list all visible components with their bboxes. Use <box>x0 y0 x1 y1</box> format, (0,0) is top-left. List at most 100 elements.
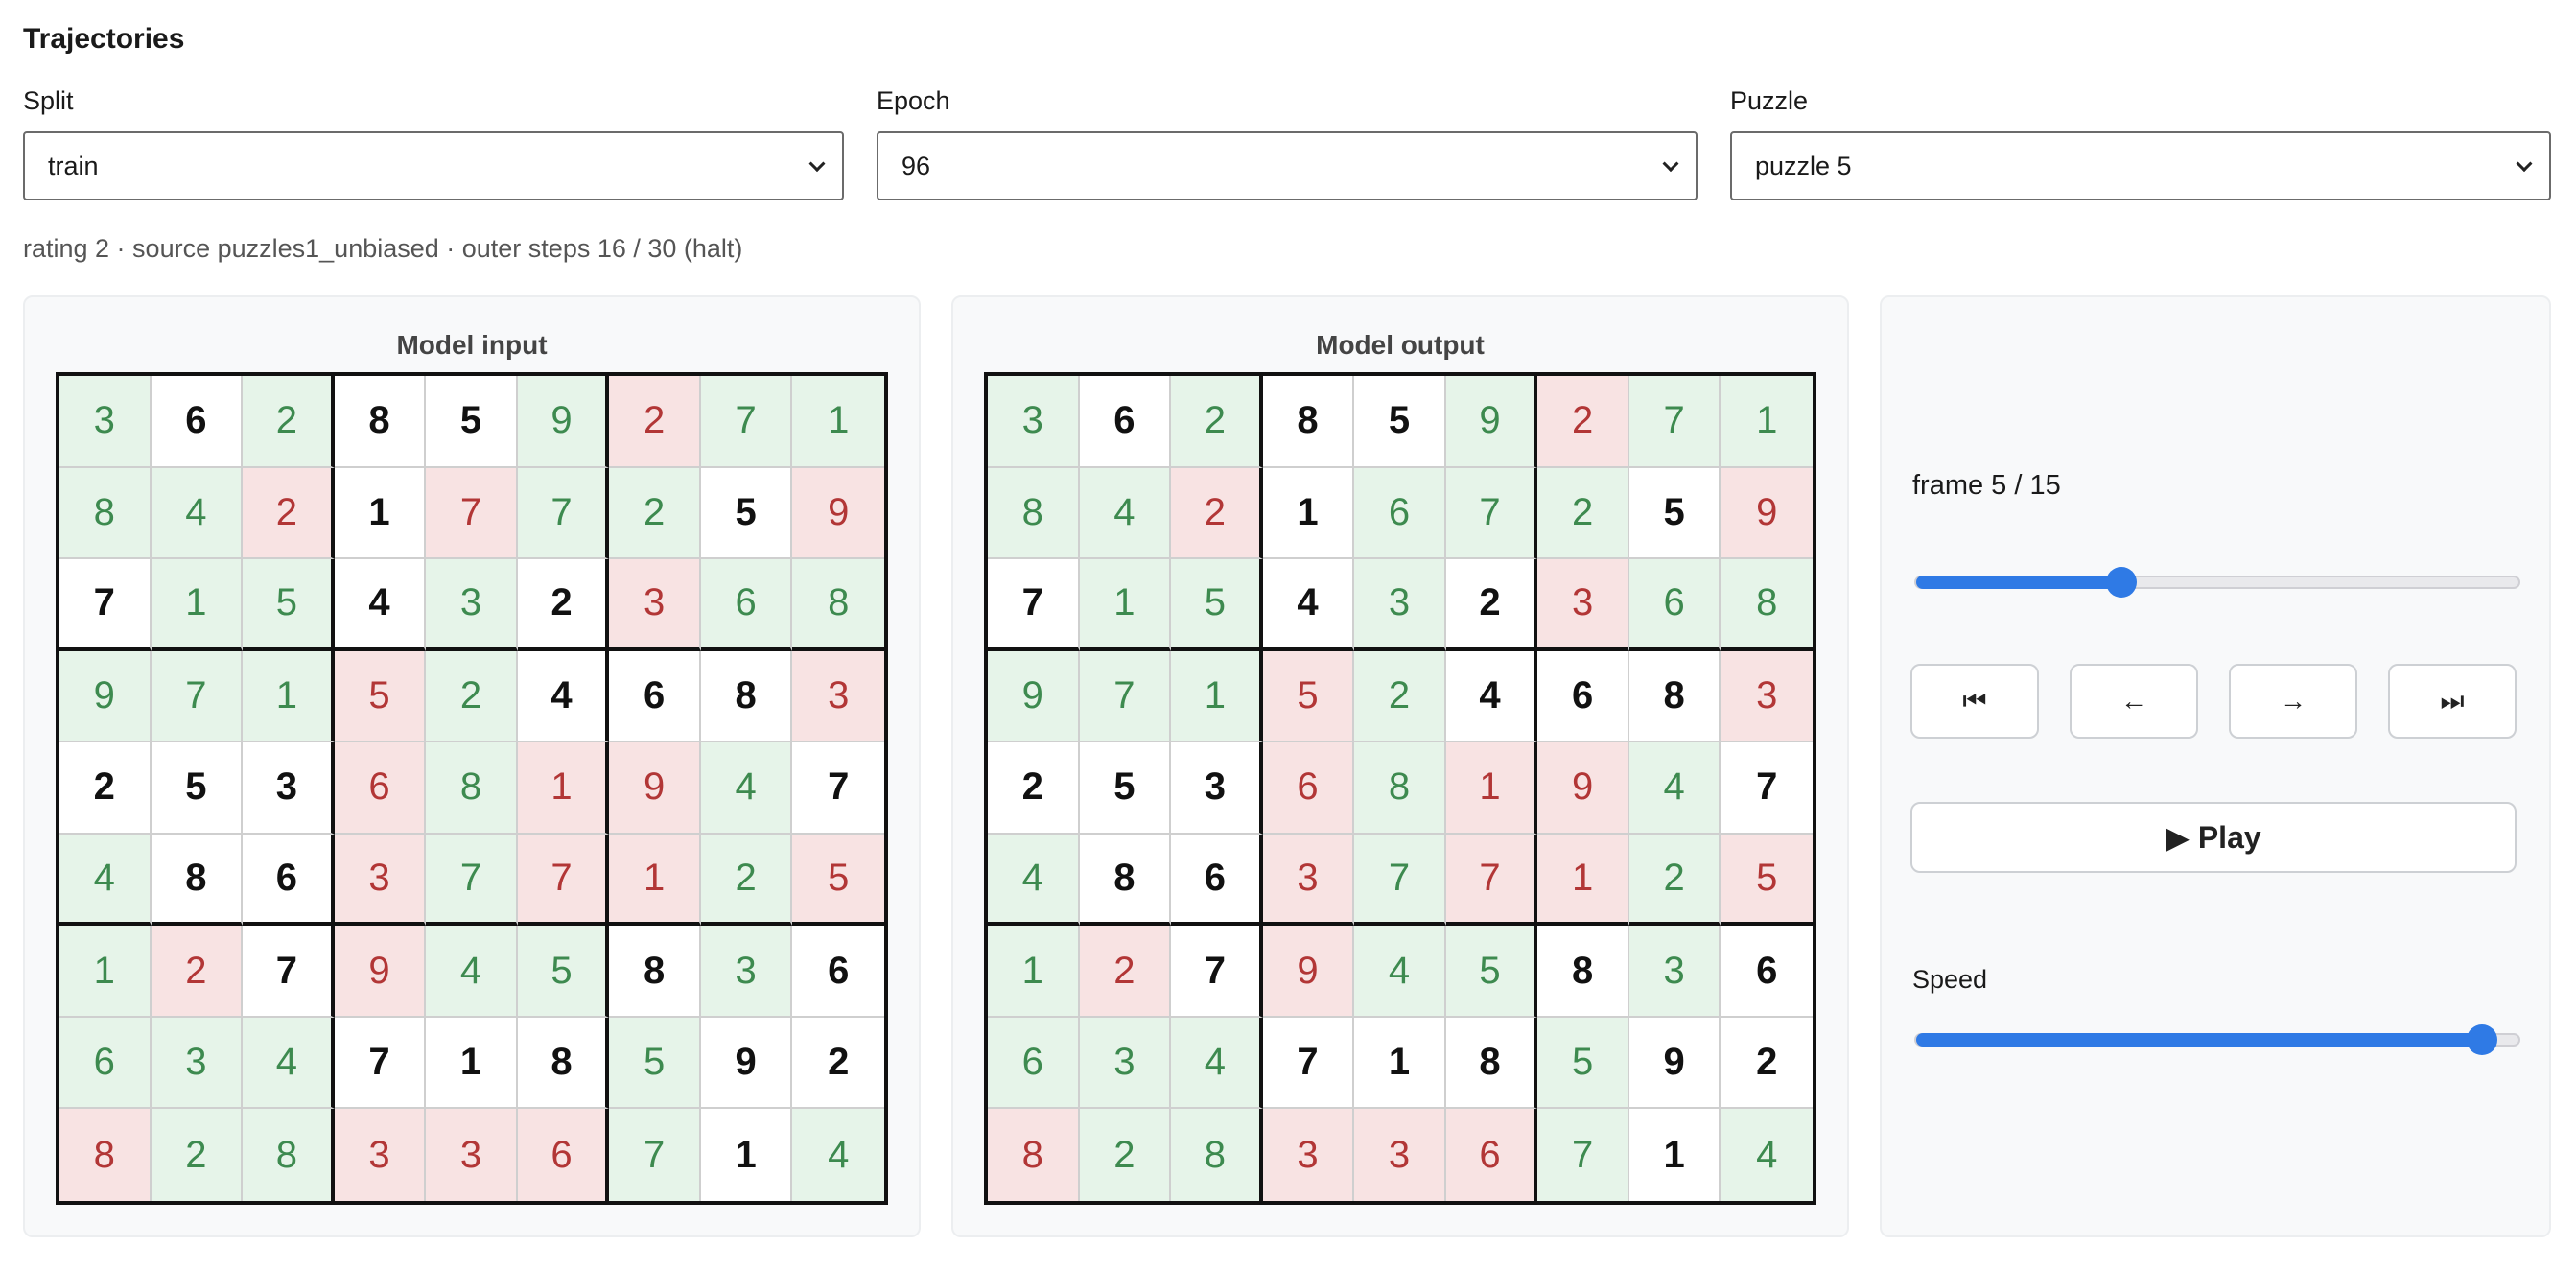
sudoku-cell: 8 <box>1537 926 1629 1018</box>
sudoku-cell: 4 <box>426 926 518 1018</box>
sudoku-cell: 2 <box>1079 926 1172 1018</box>
sudoku-cell: 6 <box>1354 467 1446 560</box>
sudoku-cell: 5 <box>1537 1017 1629 1110</box>
sudoku-cell: 7 <box>1354 834 1446 927</box>
epoch-label: Epoch <box>877 86 950 115</box>
sudoku-cell: 7 <box>988 559 1080 651</box>
sudoku-cell: 5 <box>151 742 244 835</box>
last-frame-button[interactable]: ⏭ <box>2388 664 2517 739</box>
speed-slider[interactable] <box>1914 1024 2520 1055</box>
frame-slider-thumb[interactable] <box>2105 567 2137 598</box>
model-input-title: Model input <box>396 330 548 360</box>
split-label: Split <box>23 86 74 115</box>
sudoku-cell: 5 <box>1445 926 1538 1018</box>
sudoku-cell: 1 <box>334 467 427 560</box>
epoch-value: 96 <box>902 151 931 180</box>
sudoku-cell: 5 <box>243 559 335 651</box>
sudoku-cell: 3 <box>988 376 1080 468</box>
sudoku-cell: 5 <box>700 467 793 560</box>
sudoku-cell: 6 <box>609 650 701 743</box>
sudoku-cell: 3 <box>426 559 518 651</box>
sudoku-cell: 8 <box>792 559 884 651</box>
sudoku-cell: 6 <box>243 834 335 927</box>
sudoku-cell: 1 <box>1354 1017 1446 1110</box>
sudoku-cell: 5 <box>1262 650 1355 743</box>
next-frame-button[interactable]: → <box>2229 664 2357 739</box>
sudoku-cell: 1 <box>1262 467 1355 560</box>
epoch-select[interactable]: 96 <box>877 131 1698 200</box>
sudoku-cell: 4 <box>1079 467 1172 560</box>
sudoku-cell: 9 <box>1628 1017 1721 1110</box>
puzzle-control: Puzzle puzzle 5 <box>1730 86 2551 200</box>
sudoku-cell: 6 <box>988 1017 1080 1110</box>
sudoku-cell: 7 <box>243 926 335 1018</box>
sudoku-cell: 2 <box>243 376 335 468</box>
sudoku-cell: 1 <box>1445 742 1538 835</box>
sudoku-cell: 2 <box>1171 467 1263 560</box>
sudoku-cell: 3 <box>334 1109 427 1201</box>
sudoku-cell: 9 <box>1262 926 1355 1018</box>
sudoku-cell: 7 <box>700 376 793 468</box>
first-frame-button[interactable]: ⏮ <box>1910 664 2039 739</box>
sudoku-cell: 3 <box>151 1017 244 1110</box>
puzzle-select[interactable]: puzzle 5 <box>1730 131 2551 200</box>
previous-frame-button[interactable]: ← <box>2070 664 2198 739</box>
sudoku-cell: 2 <box>1354 650 1446 743</box>
sudoku-cell: 5 <box>334 650 427 743</box>
sudoku-cell: 3 <box>1721 650 1813 743</box>
sudoku-cell: 7 <box>426 834 518 927</box>
sudoku-cell: 1 <box>1628 1109 1721 1201</box>
sudoku-cell: 4 <box>1445 650 1538 743</box>
sudoku-cell: 2 <box>1721 1017 1813 1110</box>
sudoku-cell: 2 <box>243 467 335 560</box>
sudoku-cell: 3 <box>700 926 793 1018</box>
sudoku-cell: 2 <box>59 742 152 835</box>
sudoku-cell: 4 <box>700 742 793 835</box>
sudoku-cell: 8 <box>1354 742 1446 835</box>
sudoku-cell: 2 <box>151 926 244 1018</box>
sudoku-cell: 5 <box>1079 742 1172 835</box>
sudoku-cell: 7 <box>517 467 610 560</box>
frame-label: frame 5 / 15 <box>1912 470 2061 501</box>
sudoku-cell: 5 <box>609 1017 701 1110</box>
sudoku-cell: 2 <box>1079 1109 1172 1201</box>
frame-slider[interactable] <box>1914 567 2520 598</box>
arrow-left-icon: ← <box>2120 686 2147 716</box>
puzzle-label: Puzzle <box>1730 86 1809 115</box>
sudoku-cell: 2 <box>517 559 610 651</box>
sudoku-cell: 2 <box>1171 376 1263 468</box>
sudoku-cell: 8 <box>988 1109 1080 1201</box>
sudoku-cell: 8 <box>59 467 152 560</box>
play-button[interactable]: ▶ Play <box>1910 802 2517 873</box>
sudoku-cell: 4 <box>1628 742 1721 835</box>
sudoku-cell: 6 <box>1721 926 1813 1018</box>
sudoku-cell: 2 <box>700 834 793 927</box>
split-select[interactable]: train <box>23 131 844 200</box>
sudoku-cell: 3 <box>59 376 152 468</box>
sudoku-cell: 4 <box>988 834 1080 927</box>
sudoku-cell: 7 <box>1079 650 1172 743</box>
sudoku-cell: 4 <box>792 1109 884 1201</box>
sudoku-cell: 8 <box>1445 1017 1538 1110</box>
sudoku-cell: 3 <box>243 742 335 835</box>
sudoku-cell: 2 <box>792 1017 884 1110</box>
speed-slider-thumb[interactable] <box>2467 1024 2498 1055</box>
sudoku-cell: 9 <box>609 742 701 835</box>
sudoku-cell: 5 <box>1171 559 1263 651</box>
sudoku-cell: 4 <box>1262 559 1355 651</box>
sudoku-cell: 3 <box>1079 1017 1172 1110</box>
arrow-right-icon: → <box>2280 686 2307 716</box>
sudoku-cell: 9 <box>792 467 884 560</box>
puzzle-value: puzzle 5 <box>1755 151 1852 180</box>
sudoku-cell: 4 <box>1171 1017 1263 1110</box>
sudoku-cell: 7 <box>1537 1109 1629 1201</box>
sudoku-cell: 8 <box>609 926 701 1018</box>
sudoku-cell: 4 <box>1354 926 1446 1018</box>
sudoku-cell: 6 <box>1262 742 1355 835</box>
sudoku-cell: 9 <box>1721 467 1813 560</box>
sudoku-cell: 1 <box>426 1017 518 1110</box>
sudoku-cell: 6 <box>1445 1109 1538 1201</box>
sudoku-cell: 8 <box>1262 376 1355 468</box>
sudoku-cell: 2 <box>1628 834 1721 927</box>
